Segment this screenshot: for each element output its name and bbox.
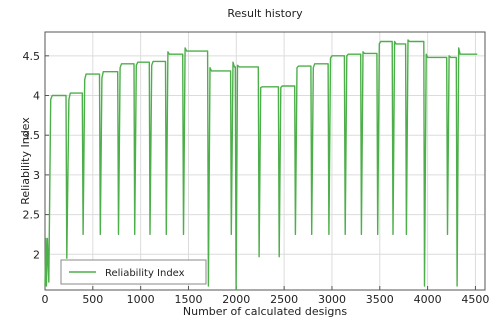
y-tick-label: 2 bbox=[33, 248, 40, 261]
y-tick-label: 4 bbox=[33, 90, 40, 103]
x-tick-label: 500 bbox=[82, 293, 103, 306]
y-tick-label: 4.5 bbox=[23, 50, 41, 63]
x-tick-label: 3500 bbox=[366, 293, 394, 306]
x-axis-ticks: 0 500 1000 1500 2000 2500 3000 3500 4000 4500 bbox=[42, 286, 489, 306]
y-axis-ticks: 2 2.5 3 3.5 4 4.5 bbox=[23, 50, 49, 261]
legend: Reliability Index bbox=[60, 259, 207, 285]
legend-label: Reliability Index bbox=[105, 268, 185, 279]
x-tick-label: 1500 bbox=[174, 293, 202, 306]
x-tick-label: 4000 bbox=[414, 293, 442, 306]
x-tick-label: 2500 bbox=[270, 293, 298, 306]
x-tick-label: 1000 bbox=[127, 293, 155, 306]
grid-lines bbox=[44, 32, 485, 290]
x-tick-label: 4500 bbox=[461, 293, 489, 306]
y-tick-label: 2.5 bbox=[23, 209, 41, 222]
chart-title: Result history bbox=[227, 7, 303, 20]
y-axis-label: Reliability Index bbox=[19, 117, 32, 205]
x-tick-label: 0 bbox=[42, 293, 49, 306]
y-tick-label: 3 bbox=[33, 169, 40, 182]
x-tick-label: 2000 bbox=[222, 293, 250, 306]
plot-area-frame bbox=[44, 31, 486, 291]
x-tick-label: 3000 bbox=[318, 293, 346, 306]
data-series bbox=[44, 39, 478, 291]
y-tick-label: 3.5 bbox=[23, 129, 41, 142]
series-line bbox=[44, 39, 478, 291]
x-axis-label: Number of calculated designs bbox=[183, 305, 347, 318]
